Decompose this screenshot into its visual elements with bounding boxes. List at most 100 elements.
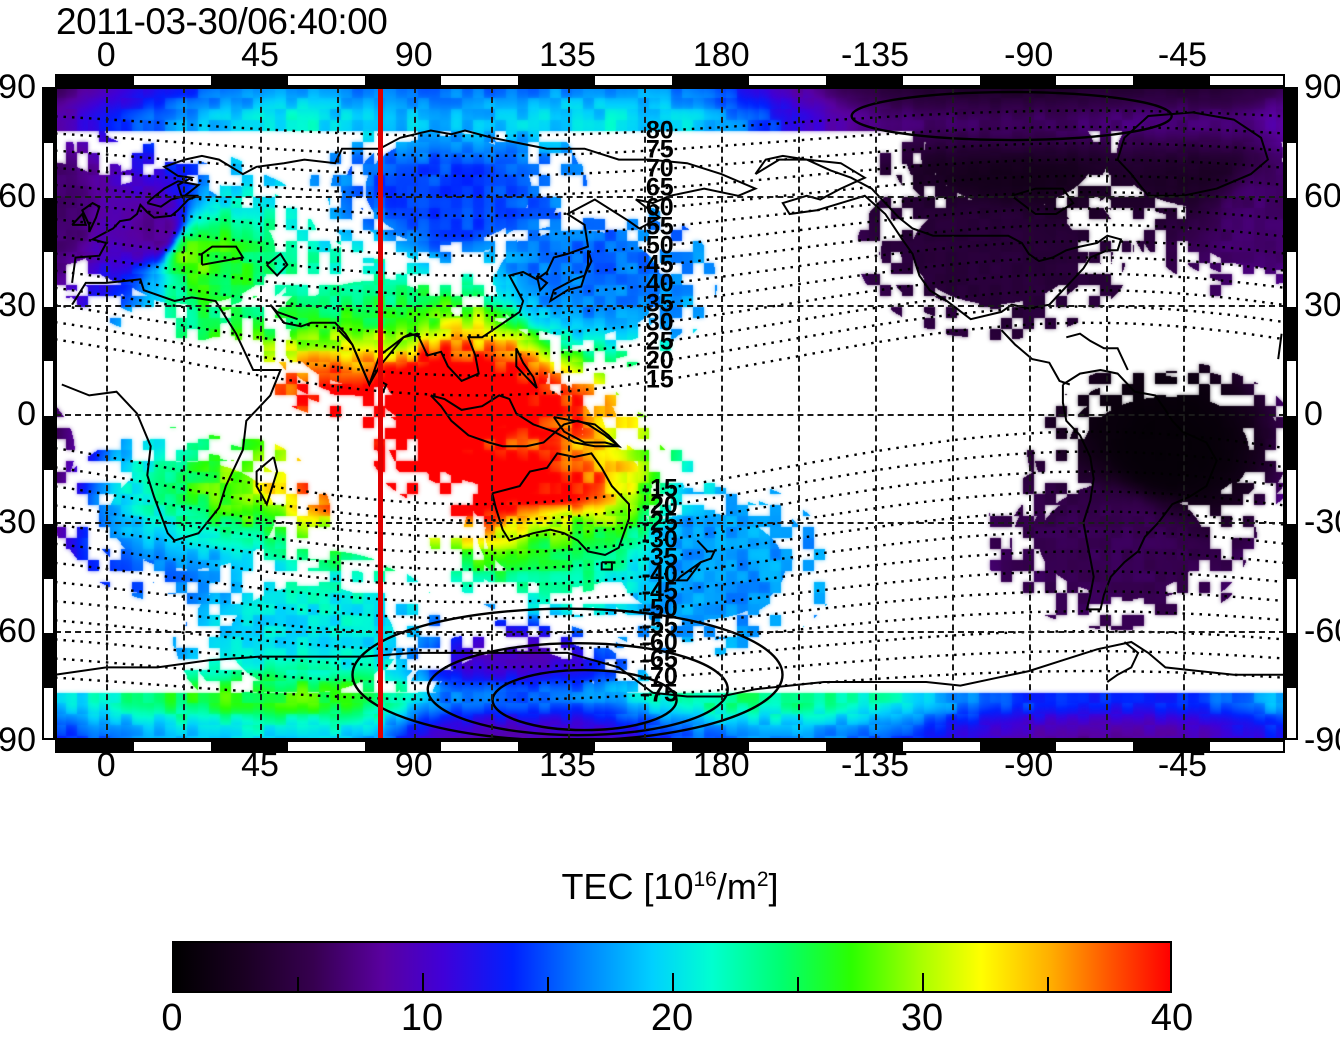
maglat-label: -50 (641, 594, 678, 623)
colorbar-tick-label: 30 (900, 997, 944, 1039)
maglat-label: 50 (645, 231, 674, 260)
maglat-label: 15 (645, 365, 674, 394)
colorbar-title: TEC [1016/m2] (561, 866, 778, 908)
maglat-contour (55, 550, 1285, 604)
y-tick-label: -30 (1304, 503, 1340, 542)
x-tick-label: 135 (539, 36, 596, 74)
maglat-label: 45 (645, 250, 674, 279)
coastline (81, 201, 101, 233)
coastline (61, 278, 1283, 542)
x-tick-label: -135 (840, 36, 910, 74)
x-tick-label: -90 (1004, 36, 1054, 74)
maglat-label: 40 (645, 269, 674, 298)
y-tick-label: -90 (1304, 721, 1340, 759)
maglat-label: 60 (645, 193, 674, 222)
coastline (674, 539, 716, 582)
coastline (548, 249, 593, 304)
x-tick-label: -90 (1004, 746, 1054, 784)
coastline (1011, 187, 1075, 215)
x-tick-label: 180 (692, 36, 750, 74)
colorbar-tick-label: 40 (1150, 997, 1194, 1039)
maglat-label: 80 (645, 116, 674, 145)
coastline (71, 129, 758, 388)
coastline (1116, 111, 1270, 197)
colorbar-minor-tick (1047, 977, 1049, 991)
maglat-label: 70 (645, 154, 674, 183)
y-tick-label: 0 (17, 394, 36, 433)
coastline (552, 416, 622, 449)
y-tick-label: -30 (0, 503, 36, 542)
y-tick-label: -60 (0, 612, 36, 651)
maglat-label: -75 (641, 679, 678, 708)
maglat-label: -35 (641, 543, 678, 572)
axis-frame-left (42, 87, 55, 740)
coastline (71, 212, 88, 226)
magnetic-pole-contour (426, 642, 729, 737)
maglat-label: -40 (641, 560, 678, 589)
colorbar-title-prefix: TEC [10 (561, 866, 694, 907)
axis-frame-right (1285, 87, 1298, 740)
colorbar-title-suffix: /m (716, 866, 757, 907)
colorbar-minor-tick (297, 977, 299, 991)
coastline (146, 180, 201, 208)
x-tick-label: 0 (96, 36, 116, 74)
subsolar-meridian-line (377, 87, 383, 740)
colorbar-major-tick (672, 973, 674, 991)
maglat-contour (55, 240, 1285, 297)
coastline (491, 452, 630, 557)
colorbar-title-close: ] (768, 866, 779, 907)
y-tick-label: -60 (1304, 612, 1340, 651)
y-tick-label: 60 (1304, 176, 1340, 215)
y-tick-label: 90 (0, 68, 36, 106)
maglat-label: 75 (645, 135, 674, 164)
maglat-label: 25 (645, 327, 674, 356)
colorbar-minor-tick (547, 977, 549, 991)
maglat-label: -45 (641, 577, 678, 606)
x-tick-label: 45 (241, 746, 279, 784)
x-tick-label: 180 (692, 746, 750, 784)
colorbar-title-exponent2: 2 (756, 868, 769, 891)
maglat-label: -65 (641, 645, 678, 674)
colorbar-tick-label: 20 (650, 997, 694, 1039)
x-tick-label: -135 (840, 746, 910, 784)
axis-frame-top (55, 74, 1285, 87)
y-tick-label: 60 (0, 176, 36, 215)
coastline (430, 394, 622, 448)
maglat-label: -70 (641, 662, 678, 691)
x-tick-label: -45 (1157, 746, 1208, 784)
y-tick-label: -90 (0, 721, 36, 759)
maglat-label: 55 (645, 212, 674, 241)
coastline (515, 347, 538, 389)
maglat-label: 20 (645, 346, 674, 375)
maglat-label: -20 (641, 491, 678, 520)
coastline (1106, 641, 1140, 683)
maglat-label: 35 (645, 289, 674, 318)
y-tick-label: 90 (1304, 68, 1340, 106)
axis-frame-bottom (55, 740, 1285, 753)
colorbar-title-exponent: 16 (693, 868, 717, 891)
maglat-label: -30 (641, 525, 678, 554)
map-plot-area[interactable]: 80 75 70 65 60 55 50 45 40 35 30 25 20 15 -15 -20 -25 -30… (55, 87, 1285, 740)
colorbar-tick-label: 0 (161, 997, 183, 1039)
coastline (1061, 368, 1218, 611)
maglat-label: 65 (645, 173, 674, 202)
maglat-label: -25 (641, 508, 678, 537)
coastline (255, 456, 279, 507)
coastline (754, 154, 1123, 321)
coastline (535, 274, 549, 293)
coastline (55, 640, 1285, 698)
x-tick-label: 90 (394, 746, 433, 784)
x-tick-label: 45 (241, 36, 279, 74)
x-tick-label: 0 (96, 746, 116, 784)
y-tick-label: 30 (1304, 285, 1340, 324)
coastline (1000, 329, 1071, 386)
colorbar-major-tick (422, 973, 424, 991)
maglat-label: -55 (641, 611, 678, 640)
coastline (600, 561, 613, 571)
maglat-label: -60 (641, 628, 678, 657)
colorbar-tick-label: 10 (400, 997, 444, 1039)
x-tick-label: 135 (539, 746, 596, 784)
colorbar-minor-tick (797, 977, 799, 991)
coastline (200, 245, 245, 266)
